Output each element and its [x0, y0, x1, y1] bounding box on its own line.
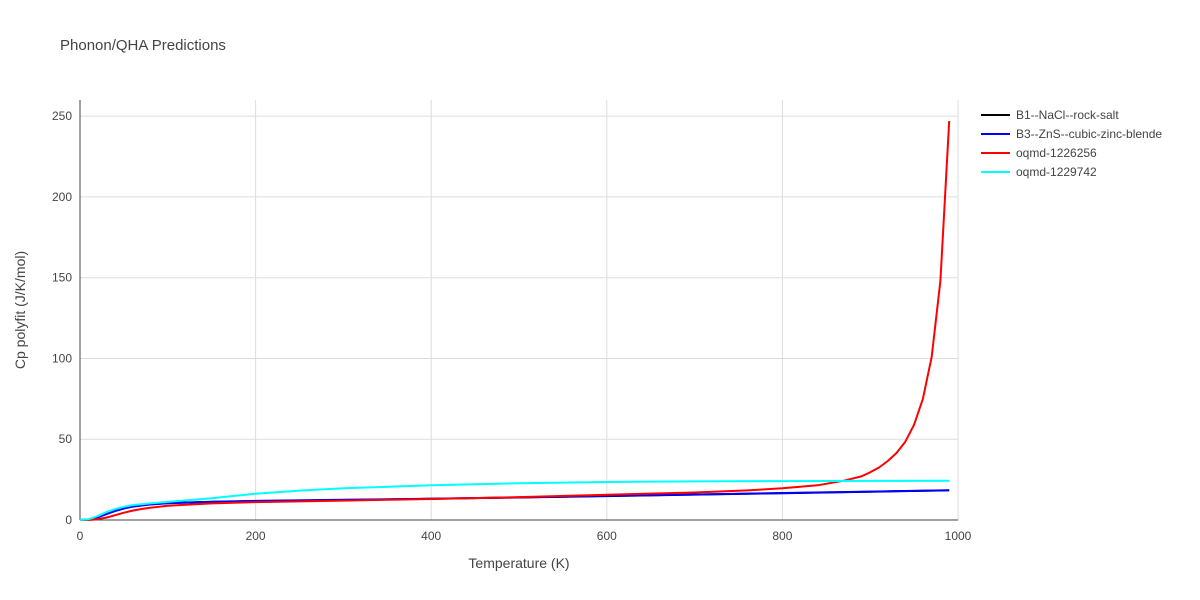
x-tick-label: 800	[772, 529, 792, 543]
y-tick-label: 100	[52, 351, 72, 365]
x-tick-label: 0	[77, 529, 84, 543]
x-axis-title: Temperature (K)	[468, 555, 569, 571]
legend-label: oqmd-1226256	[1016, 146, 1097, 160]
y-tick-label: 150	[52, 271, 72, 285]
y-tick-label: 200	[52, 190, 72, 204]
legend-item[interactable]: B3--ZnS--cubic-zinc-blende	[981, 127, 1162, 141]
x-tick-label: 400	[421, 529, 441, 543]
series-line-b3-zns-cubic-zinc-blende	[79, 489, 950, 521]
legend-label: oqmd-1229742	[1016, 165, 1097, 179]
y-axis-title: Cp polyfit (J/K/mol)	[12, 251, 28, 369]
legend-item[interactable]: oqmd-1229742	[981, 165, 1097, 179]
x-tick-label: 200	[246, 529, 266, 543]
y-tick-label: 50	[59, 432, 73, 446]
legend-item[interactable]: B1--NaCl--rock-salt	[981, 108, 1119, 122]
series-line-oqmd-1226256	[80, 120, 951, 521]
y-tick-label: 250	[52, 109, 72, 123]
series-line-oqmd-1229742	[79, 479, 950, 521]
chart-title: Phonon/QHA Predictions	[60, 37, 226, 54]
x-tick-label: 1000	[945, 529, 972, 543]
x-tick-label: 600	[597, 529, 617, 543]
plot-area	[79, 120, 951, 521]
y-tick-label: 0	[65, 513, 72, 527]
legend-item[interactable]: oqmd-1226256	[981, 146, 1097, 160]
legend: B1--NaCl--rock-salt B3--ZnS--cubic-zinc-b…	[981, 108, 1162, 179]
axes: 0 200 400 600 800 1000 0 50 100 150 200 250	[52, 100, 972, 543]
series-line-b1-nacl-rock-salt	[79, 489, 950, 521]
grid	[80, 100, 959, 520]
legend-label: B3--ZnS--cubic-zinc-blende	[1016, 127, 1162, 141]
legend-label: B1--NaCl--rock-salt	[1016, 108, 1119, 122]
